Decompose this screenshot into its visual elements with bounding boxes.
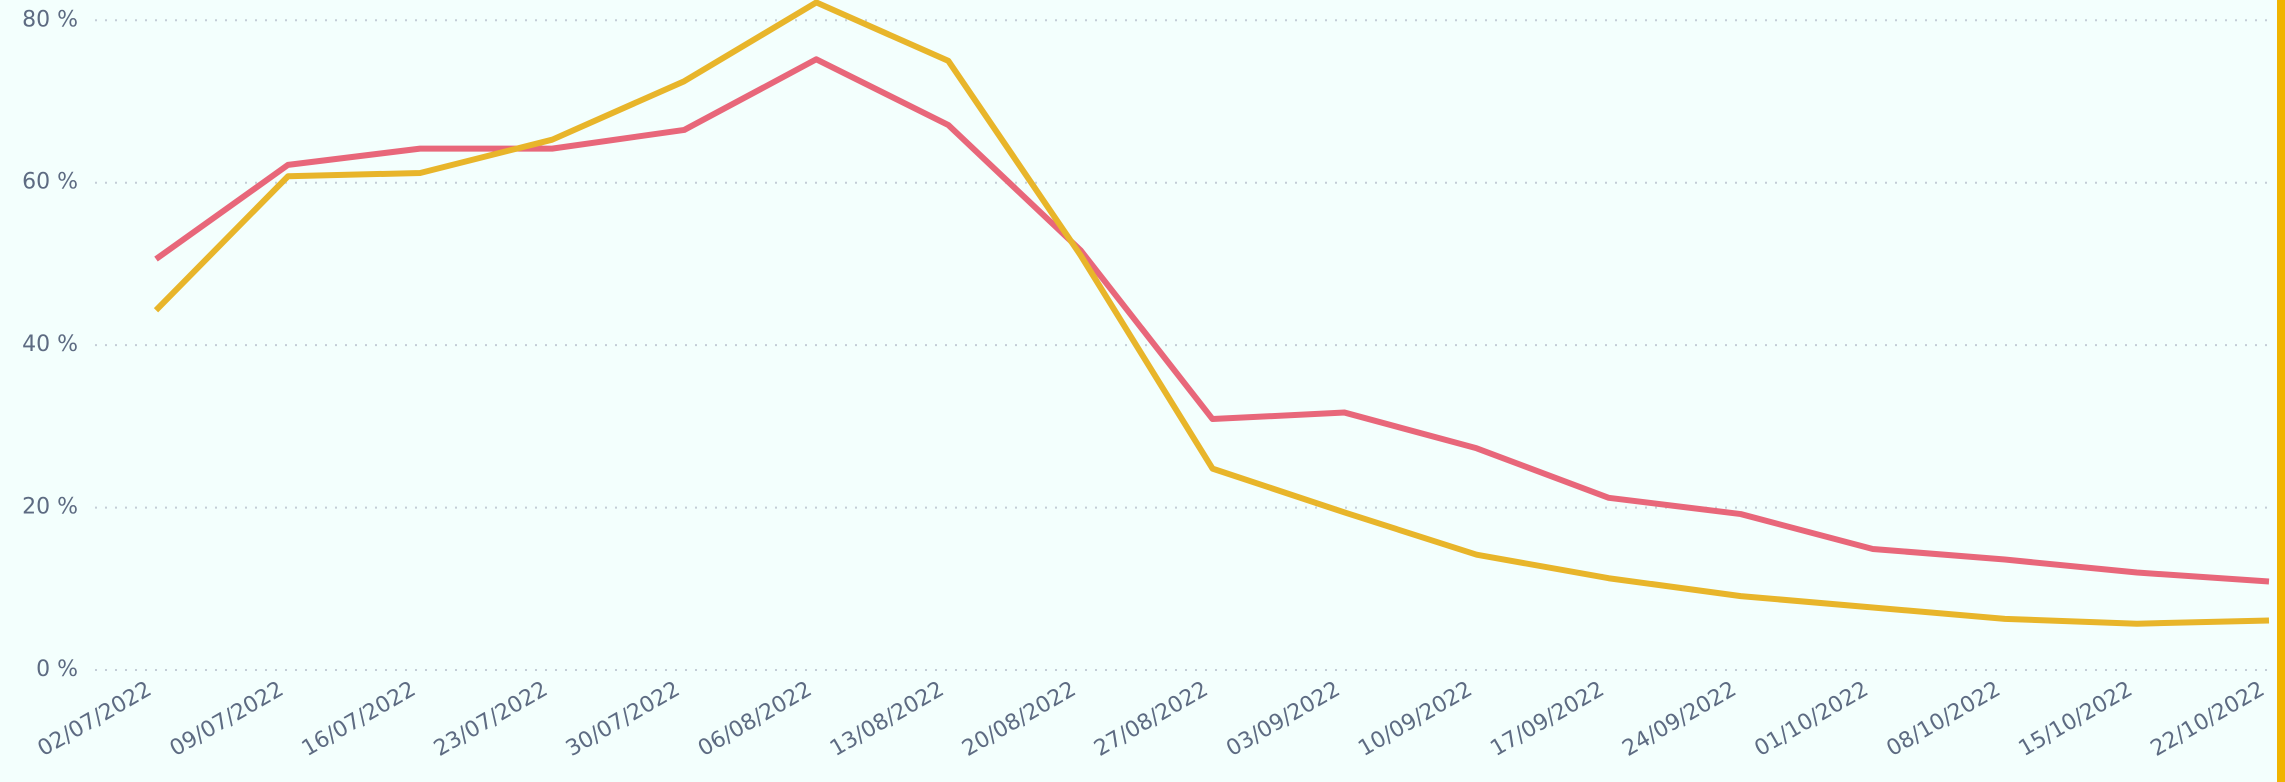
x-tick-label: 09/07/2022: [166, 677, 288, 762]
x-tick-label: 20/08/2022: [958, 677, 1080, 762]
data-line: [154, 56, 2270, 585]
data-line: [153, 0, 2270, 627]
y-tick-label: 20 %: [22, 495, 78, 520]
y-tick-label: 40 %: [22, 332, 78, 357]
x-tick-label: 17/09/2022: [1486, 677, 1608, 762]
x-tick-label: 03/09/2022: [1222, 677, 1344, 762]
x-tick-label: 23/07/2022: [430, 677, 552, 762]
x-tick-label: 27/08/2022: [1090, 677, 1212, 762]
y-tick-label: 60 %: [22, 170, 78, 195]
x-tick-label: 13/08/2022: [826, 677, 948, 762]
x-tick-label: 02/07/2022: [34, 677, 156, 762]
x-tick-label: 15/10/2022: [2015, 677, 2137, 762]
x-tick-label: 24/09/2022: [1618, 677, 1740, 762]
x-tick-label: 08/10/2022: [1883, 677, 2005, 762]
x-tick-label: 01/10/2022: [1750, 677, 1872, 762]
y-tick-label: 80 %: [22, 7, 78, 32]
x-tick-label: 06/08/2022: [694, 677, 816, 762]
x-tick-label: 10/09/2022: [1354, 677, 1476, 762]
x-tick-label: 22/10/2022: [2147, 677, 2269, 762]
x-tick-label: 30/07/2022: [562, 677, 684, 762]
y-tick-label: 0 %: [36, 657, 78, 682]
side-bar: [2277, 0, 2285, 782]
x-tick-label: 16/07/2022: [298, 677, 420, 762]
